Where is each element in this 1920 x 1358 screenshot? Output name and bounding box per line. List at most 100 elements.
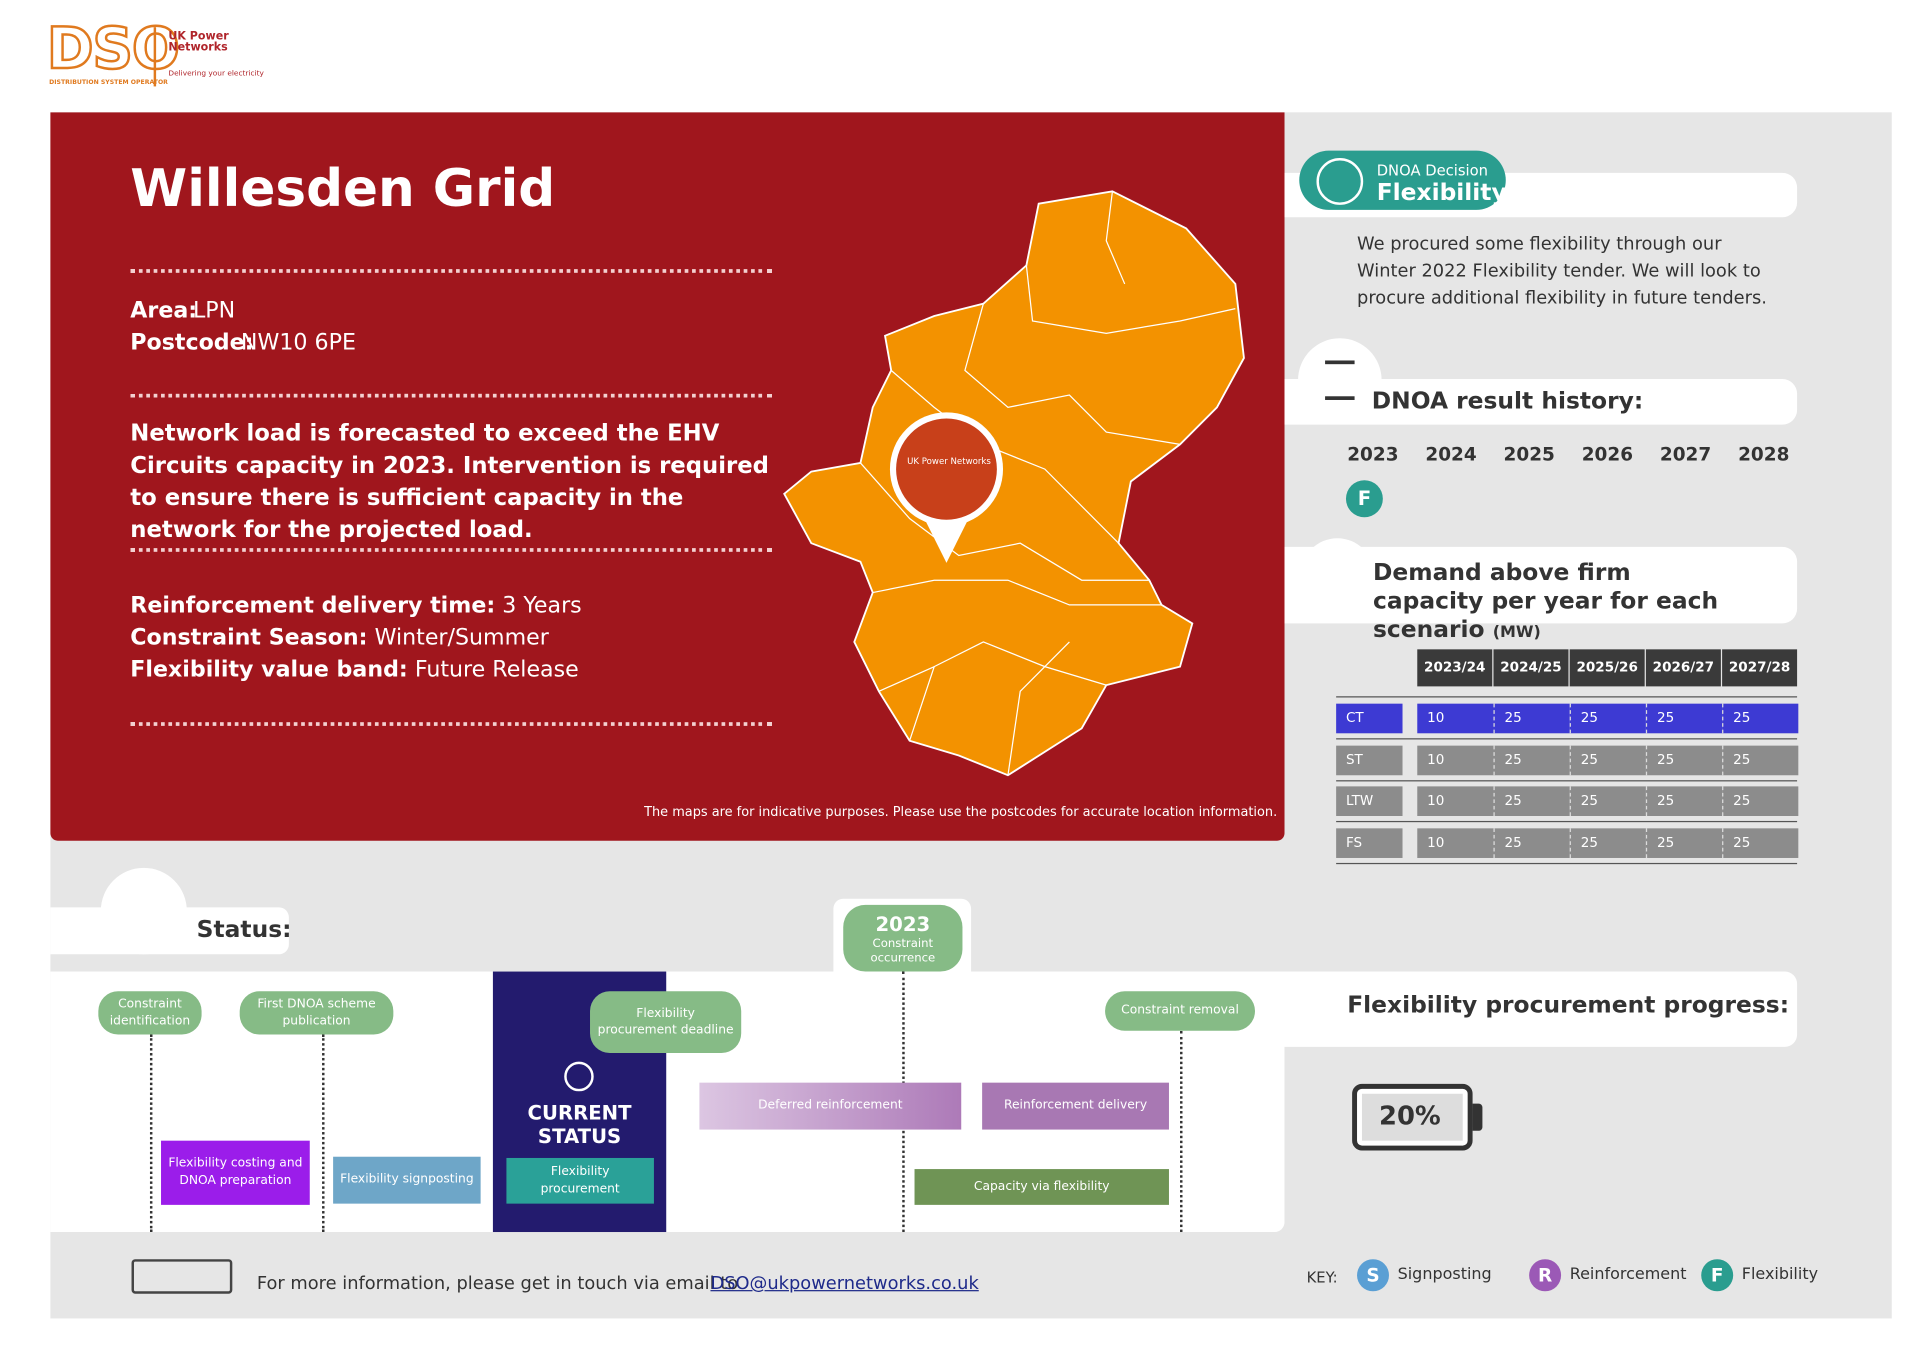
tagline: Delivering your electricity [168, 69, 264, 78]
table-cell: 25 [1722, 786, 1799, 817]
phase-bar: Capacity via flexibility [914, 1169, 1169, 1205]
table-rule [1336, 820, 1798, 823]
area-label: Area: [130, 297, 198, 324]
history-year: 2025 [1503, 443, 1555, 466]
key: S Signposting R Reinforcement F Flexibility [1352, 1257, 1818, 1299]
map-note: The maps are for indicative purposes. Pl… [644, 804, 1278, 820]
table-cell: 10 [1417, 745, 1494, 775]
milestone-line [149, 1034, 153, 1233]
year-pill: 2023 Constraint occurrence [843, 904, 963, 972]
area-value: LPN [192, 297, 236, 324]
history-year: 2024 [1425, 443, 1477, 466]
table-rule [1336, 696, 1798, 698]
table-cell: 25 [1493, 786, 1570, 817]
key-badge: R [1529, 1259, 1562, 1292]
column-header: 2023/24 [1417, 649, 1493, 687]
table-cell: 10 [1417, 703, 1494, 734]
table-cell: 25 [1722, 827, 1799, 858]
detail-row: Flexibility value band: Future Release [130, 657, 769, 689]
phase-bar: Flexibility signposting [333, 1156, 481, 1204]
divider [130, 722, 772, 726]
current-status: CURRENT STATUS [527, 1101, 632, 1149]
decision-value: Flexibility [1376, 179, 1507, 207]
device-icons [131, 1259, 233, 1294]
key-name: Reinforcement [1569, 1265, 1687, 1284]
details: Reinforcement delivery time: 3 Years Cons… [130, 593, 769, 692]
milestone: Constraint removal [1105, 991, 1256, 1031]
detail-value: 3 Years [502, 592, 582, 619]
divider [130, 393, 772, 398]
email-link[interactable]: DSO@ukpowernetworks.co.uk [710, 1274, 979, 1294]
column-header: 2026/27 [1645, 649, 1721, 687]
detail-label: Flexibility value band: [130, 656, 408, 683]
history: 2023 2024 2025 2026 2027 2028 F [1328, 438, 1795, 524]
postcode-value: NW10 6PE [240, 329, 356, 356]
table-cell: 25 [1645, 827, 1723, 858]
column-header: 2024/25 [1493, 649, 1569, 687]
divider [130, 548, 772, 552]
row-label: CT [1336, 703, 1403, 734]
summary: Network load is forecasted to exceed the… [130, 420, 769, 544]
history-year: 2027 [1659, 443, 1712, 466]
history-badge: F [1345, 480, 1383, 518]
table-cell: 10 [1417, 827, 1494, 858]
table-rule [1336, 862, 1798, 864]
demand-unit: (MW) [1492, 623, 1541, 642]
row-label: FS [1336, 827, 1403, 858]
progress-band [1284, 971, 1798, 1047]
column-header: 2027/28 [1722, 649, 1798, 687]
phase-bar: Flexibility costing and DNOA preparation [161, 1140, 310, 1205]
decision-icon [1316, 158, 1364, 205]
battery-inner [1361, 1093, 1463, 1141]
site-title: Willesden Grid [130, 158, 556, 219]
key-badge: S [1357, 1259, 1389, 1292]
milestone: First DNOA scheme publication [239, 991, 394, 1035]
detail-value: Winter/Summer [374, 624, 549, 651]
table-cell: 25 [1569, 827, 1646, 858]
status-year-note: Constraint occurrence [870, 937, 936, 966]
table-cell: 25 [1569, 786, 1646, 817]
table-cell: 25 [1569, 703, 1646, 734]
table-cell: 25 [1493, 827, 1570, 858]
key-name: Signposting [1397, 1265, 1492, 1284]
logo: DSO [45, 14, 181, 83]
demand-table: 2023/24 2024/25 2025/26 2026/27 2027/28 CT 10 2… [1336, 649, 1799, 865]
row-label: ST [1336, 745, 1403, 775]
table-rule [1336, 779, 1798, 781]
progress-value: 20% [1378, 1101, 1441, 1131]
table-cell: 25 [1645, 786, 1723, 817]
history-title: DNOA result history: [1371, 387, 1644, 415]
table-cell: 25 [1645, 703, 1723, 734]
table-cell: 25 [1569, 745, 1646, 775]
status-icon [100, 867, 187, 955]
check-icon [564, 1061, 594, 1092]
hourglass [1325, 360, 1355, 400]
history-year: 2026 [1581, 443, 1634, 466]
logo-divider [153, 27, 157, 87]
detail-label: Reinforcement delivery time: [130, 592, 496, 619]
detail-value: Future Release [414, 656, 579, 683]
phase-bar: Flexibility procurement [506, 1157, 654, 1204]
footer-text: For more information, please get in touc… [256, 1274, 739, 1294]
brand: UK Power Networks [168, 30, 229, 55]
status-year: 2023 [875, 912, 931, 936]
decision-text: We procured some flexibility through our… [1357, 234, 1767, 309]
status-title: Status: [196, 915, 292, 944]
history-year: 2028 [1738, 443, 1790, 466]
table-rule [1336, 738, 1798, 740]
postcode-label: Postcode: [130, 329, 254, 356]
detail-row: Constraint Season: Winter/Summer [130, 625, 769, 657]
key-name: Flexibility [1741, 1265, 1819, 1284]
table-cell: 25 [1722, 745, 1799, 775]
table-cell: 25 [1493, 703, 1570, 734]
table-cell: 25 [1722, 703, 1799, 734]
table-cell: 10 [1417, 786, 1494, 817]
divider [130, 269, 772, 273]
progress-title: Flexibility procurement progress: [1347, 991, 1790, 1019]
decision-label: DNOA Decision [1376, 161, 1489, 180]
phase-bar: Reinforcement delivery [982, 1082, 1169, 1130]
key-badge: F [1701, 1259, 1734, 1292]
